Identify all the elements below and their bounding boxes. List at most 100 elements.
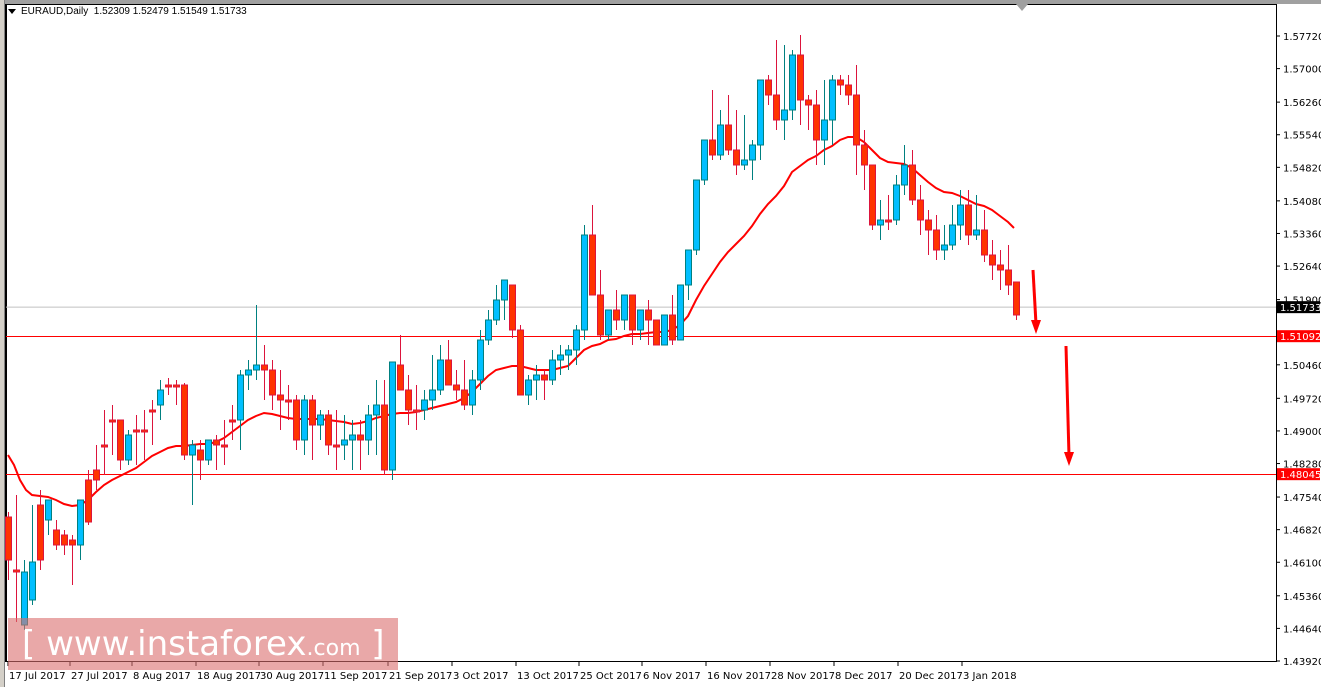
bear-candle — [197, 449, 204, 461]
bear-candle — [733, 149, 740, 166]
bear-candle — [589, 234, 596, 296]
x-tick-label: 13 Oct 2017 — [517, 671, 579, 682]
dropdown-triangle-icon[interactable] — [8, 8, 16, 14]
bear-candle — [461, 389, 468, 406]
bull-candle — [493, 299, 500, 321]
current-price-tag — [1277, 301, 1320, 314]
window-left-border — [0, 0, 5, 687]
bull-candle — [685, 249, 692, 286]
y-tick-label: 1.53360 — [1283, 229, 1321, 240]
x-tick-label: 30 Aug 2017 — [260, 671, 324, 682]
bull-candle — [949, 224, 956, 246]
bear-candle — [13, 569, 20, 573]
bull-candle — [701, 139, 708, 181]
y-tick-label: 1.50460 — [1283, 361, 1321, 372]
down-arrow-icon — [1064, 452, 1074, 466]
bull-candle — [125, 434, 132, 461]
chart-shift-marker-icon[interactable] — [1016, 4, 1028, 11]
bear-candle — [381, 404, 388, 471]
bull-candle — [637, 309, 644, 331]
bear-candle — [725, 124, 732, 151]
x-tick-label: 25 Oct 2017 — [580, 671, 642, 682]
bear-candle — [109, 419, 116, 423]
x-tick-label: 8 Dec 2017 — [835, 671, 893, 682]
bull-candle — [189, 444, 196, 456]
bull-candle — [789, 54, 796, 111]
bull-candle — [941, 244, 948, 251]
bull-candle — [317, 414, 324, 426]
y-tick-label: 1.46100 — [1283, 558, 1321, 569]
bull-candle — [477, 339, 484, 381]
y-tick-label: 1.55540 — [1283, 131, 1321, 142]
down-arrow-icon — [1031, 320, 1041, 334]
bear-candle — [181, 384, 188, 456]
level-price-tag-text: 1.51092 — [1280, 332, 1321, 343]
bear-candle — [805, 99, 812, 106]
y-tick-label: 1.52640 — [1283, 262, 1321, 273]
bull-candle — [429, 389, 436, 401]
x-tick-label: 3 Jan 2018 — [963, 671, 1017, 682]
bull-candle — [877, 219, 884, 226]
bull-candle — [741, 159, 748, 166]
bull-candle — [533, 374, 540, 381]
bear-candle — [93, 469, 100, 481]
bear-candle — [37, 504, 44, 561]
x-tick-label: 3 Oct 2017 — [453, 671, 508, 682]
bear-candle — [773, 94, 780, 121]
bear-candle — [69, 539, 76, 546]
bull-candle — [237, 374, 244, 421]
bull-candle — [717, 124, 724, 156]
bear-candle — [1005, 269, 1012, 286]
ohlc-values: 1.52309 1.52479 1.51549 1.51733 — [93, 6, 247, 17]
x-tick-label: 16 Nov 2017 — [707, 671, 771, 682]
current-price-tag-text: 1.51733 — [1280, 303, 1321, 314]
bull-candle — [253, 364, 260, 371]
bull-candle — [349, 434, 356, 441]
bear-candle — [629, 294, 636, 331]
bear-candle — [861, 144, 868, 166]
bear-candle — [269, 369, 276, 396]
bull-candle — [301, 399, 308, 441]
window-top-border — [4, 0, 1321, 4]
bear-candle — [917, 199, 924, 221]
bull-candle — [501, 279, 508, 301]
bull-candle — [365, 414, 372, 441]
bear-candle — [309, 399, 316, 426]
bull-candle — [749, 144, 756, 161]
down-arrow-shaft — [1031, 269, 1038, 325]
bull-candle — [573, 329, 580, 351]
bear-candle — [845, 84, 852, 96]
bear-candle — [837, 79, 844, 86]
bear-candle — [541, 374, 548, 381]
watermark-bracket-open: [ — [22, 624, 36, 664]
bear-candle — [221, 444, 228, 448]
bear-candle — [989, 254, 996, 266]
bear-candle — [669, 314, 676, 341]
plot-area[interactable] — [5, 4, 1277, 662]
y-tick-label: 1.57720 — [1283, 32, 1321, 43]
level-price-tag — [1277, 330, 1320, 343]
y-tick-label: 1.49000 — [1283, 427, 1321, 438]
bull-candle — [77, 499, 84, 546]
bull-candle — [341, 439, 348, 446]
down-arrow-shaft — [1064, 345, 1071, 457]
x-tick-label: 6 Nov 2017 — [643, 671, 701, 682]
bull-candle — [957, 204, 964, 226]
y-tick-label: 1.56260 — [1283, 98, 1321, 109]
bull-candle — [781, 109, 788, 121]
bull-candle — [605, 309, 612, 336]
bull-candle — [421, 399, 428, 411]
bull-candle — [485, 319, 492, 341]
bull-candle — [557, 354, 564, 361]
bear-candle — [933, 229, 940, 251]
watermark-bracket-close: ] — [360, 624, 385, 664]
bear-candle — [613, 309, 620, 321]
y-tick-label: 1.46820 — [1283, 526, 1321, 537]
bear-candle — [117, 419, 124, 461]
bear-candle — [925, 219, 932, 231]
x-tick-label: 28 Nov 2017 — [771, 671, 835, 682]
bear-candle — [869, 164, 876, 226]
bull-candle — [373, 404, 380, 416]
bull-candle — [29, 561, 36, 601]
